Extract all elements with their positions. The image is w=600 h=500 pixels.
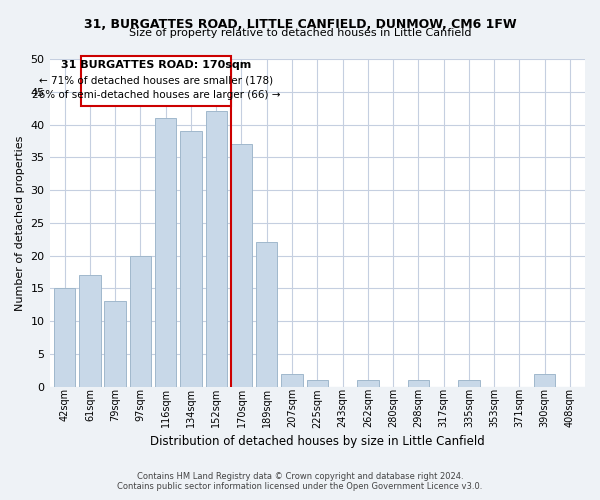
Bar <box>458 380 479 386</box>
Bar <box>231 144 252 386</box>
Bar <box>54 288 76 386</box>
Text: Contains HM Land Registry data © Crown copyright and database right 2024.: Contains HM Land Registry data © Crown c… <box>137 472 463 481</box>
Bar <box>155 118 176 386</box>
Bar <box>256 242 277 386</box>
Bar <box>357 380 379 386</box>
X-axis label: Distribution of detached houses by size in Little Canfield: Distribution of detached houses by size … <box>150 434 485 448</box>
Bar <box>407 380 429 386</box>
Bar <box>130 256 151 386</box>
Text: 26% of semi-detached houses are larger (66) →: 26% of semi-detached houses are larger (… <box>32 90 280 100</box>
Bar <box>307 380 328 386</box>
Bar <box>281 374 303 386</box>
Text: 31 BURGATTES ROAD: 170sqm: 31 BURGATTES ROAD: 170sqm <box>61 60 251 70</box>
Text: ← 71% of detached houses are smaller (178): ← 71% of detached houses are smaller (17… <box>39 76 273 86</box>
Text: 31, BURGATTES ROAD, LITTLE CANFIELD, DUNMOW, CM6 1FW: 31, BURGATTES ROAD, LITTLE CANFIELD, DUN… <box>83 18 517 30</box>
Bar <box>180 131 202 386</box>
Text: Size of property relative to detached houses in Little Canfield: Size of property relative to detached ho… <box>129 28 471 38</box>
Text: Contains public sector information licensed under the Open Government Licence v3: Contains public sector information licen… <box>118 482 482 491</box>
Bar <box>534 374 556 386</box>
Bar <box>79 276 101 386</box>
Bar <box>104 302 126 386</box>
Bar <box>206 112 227 386</box>
Y-axis label: Number of detached properties: Number of detached properties <box>15 135 25 310</box>
